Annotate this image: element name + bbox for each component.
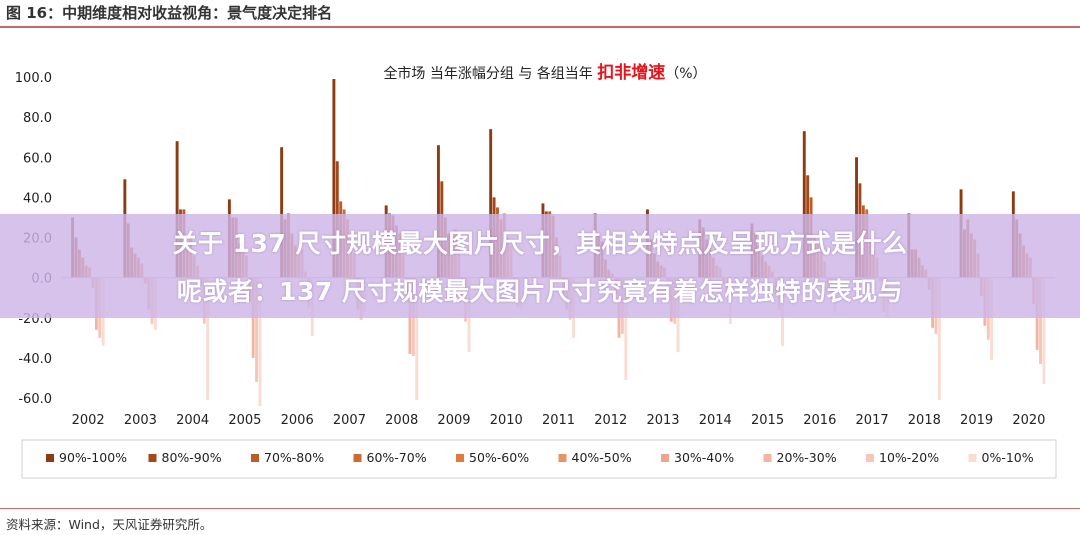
x-tick-label: 2010 [490,413,523,428]
legend-swatch [251,454,259,462]
x-tick-label: 2011 [542,413,575,428]
x-tick-label: 2014 [699,413,732,428]
x-tick-label: 2005 [228,413,261,428]
overlay-text-line-2: 呢或者：137 尺寸规模最大图片尺寸究竟有着怎样独特的表现与 [177,277,903,306]
legend-label: 60%-70% [367,450,427,465]
legend-label: 10%-20% [879,450,939,465]
x-tick-label: 2007 [333,413,366,428]
x-tick-label: 2009 [437,413,470,428]
legend: 90%-100% 80%-90% 70%-80% 60%-70% 50%-60% 40%-… [21,439,1057,479]
legend-swatch [558,454,567,462]
x-tick-label: 2004 [176,413,209,428]
bar [258,277,262,407]
x-tick-label: 2008 [385,413,418,428]
x-tick-label: 2019 [960,413,993,428]
y-tick-label: 80.0 [23,111,52,126]
y-tick-label: 100.0 [15,71,52,86]
bar [990,277,994,360]
x-tick-label: 2020 [1012,413,1045,428]
bar [436,145,440,278]
bottom-rule [0,508,1080,509]
figure-title: 图 16：中期维度相对收益视角：景气度决定排名 [6,4,333,22]
bar [332,79,336,278]
overlay-text-line-1: 关于 137 尺寸规模最大图片尺寸，其相关特点及呈现方式是什么 [172,229,908,258]
y-tick-label: -60.0 [18,392,52,407]
bar [1042,277,1046,384]
bar [1039,277,1042,364]
legend-label: 0%-10% [982,450,1034,465]
x-tick-label: 2017 [856,413,889,428]
legend-swatch [353,454,362,462]
legend-swatch [968,454,977,462]
legend-swatch [866,454,874,462]
legend-label: 40%-50% [572,450,632,465]
legend-swatch [46,454,54,462]
legend-label: 50%-60% [469,450,529,465]
bar [280,147,284,278]
bar [802,131,806,278]
x-tick-label: 2003 [124,413,157,428]
x-tick-label: 2013 [646,413,679,428]
legend-swatch [456,454,464,462]
source-note: 资料来源：Wind，天风证券研究所。 [6,517,213,532]
bar [255,277,259,382]
y-tick-label: -40.0 [18,352,52,367]
x-tick-label: 2016 [803,413,836,428]
chart-title: 全市场 当年涨幅分组 与 各组当年 扣非增速（%） [383,62,706,83]
x-tick-label: 2002 [72,413,105,428]
y-tick-label: 40.0 [23,191,52,206]
legend-label: 30%-40% [674,450,734,465]
legend-label: 70%-80% [264,450,324,465]
y-tick-label: 60.0 [23,151,52,166]
legend-label: 90%-100% [59,450,127,465]
legend-swatch [763,454,772,462]
bar [175,141,179,278]
x-tick-label: 2018 [908,413,941,428]
bar [937,277,941,401]
bar [624,277,628,380]
top-rule [0,26,1080,28]
legend-swatch [661,454,669,462]
x-tick-label: 2012 [594,413,627,428]
legend-swatch [148,454,157,462]
bar [489,129,493,278]
x-tick-label: 2006 [281,413,314,428]
x-tick-label: 2015 [751,413,784,428]
bar [206,277,210,401]
legend-label: 80%-90% [162,450,222,465]
legend-box [21,439,1057,479]
bar [415,277,419,401]
legend-label: 20%-30% [777,450,837,465]
overlay-banner [0,214,1080,318]
